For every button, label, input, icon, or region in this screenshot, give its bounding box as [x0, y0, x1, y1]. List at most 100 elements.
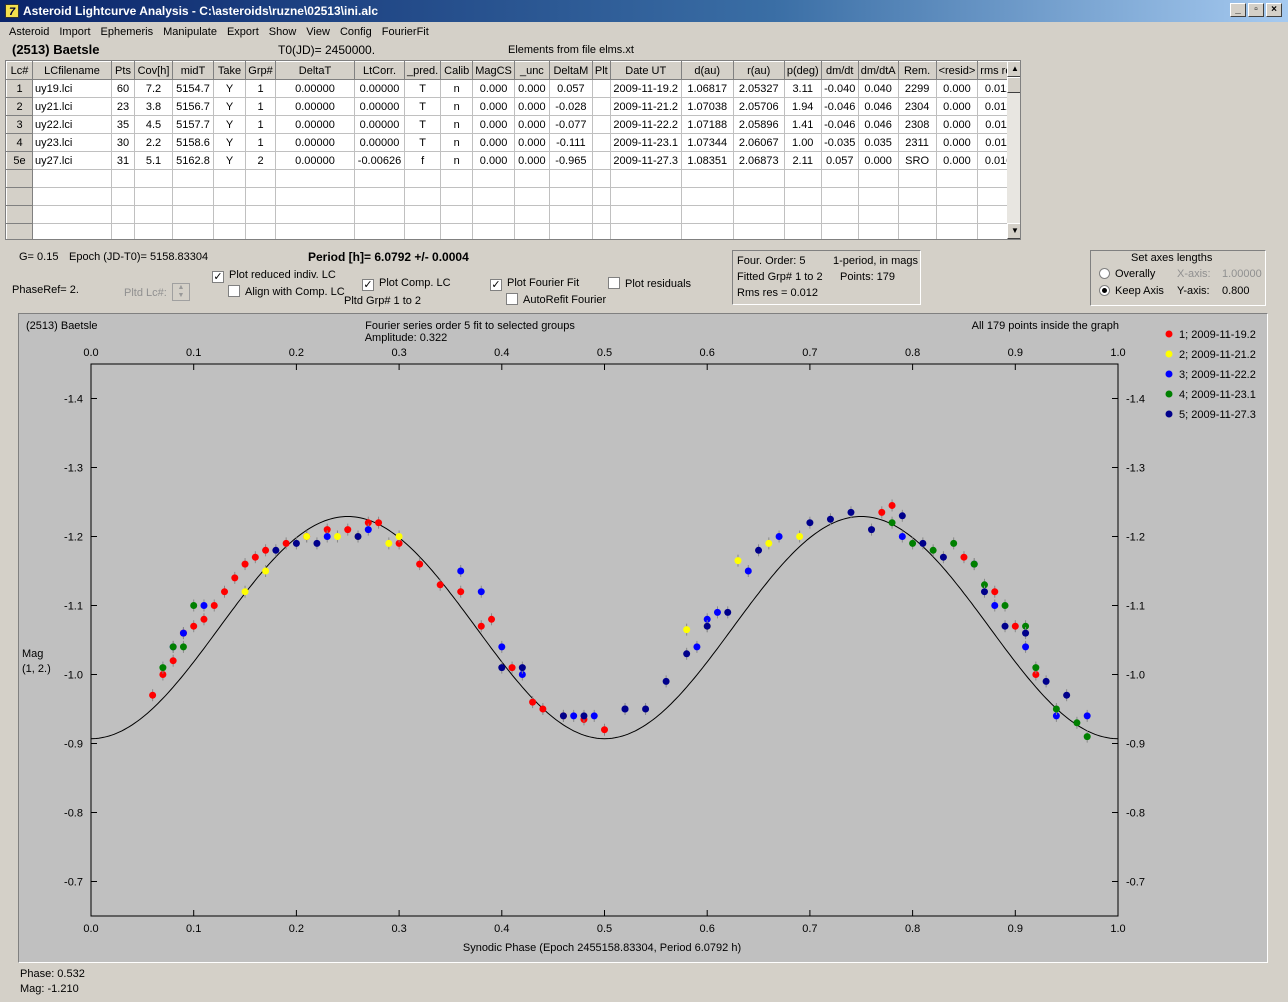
scroll-thumb[interactable]	[1007, 77, 1020, 93]
table-cell[interactable]	[275, 169, 355, 188]
table-cell[interactable]: 0.000	[935, 133, 979, 152]
table-cell[interactable]: 0.000	[513, 115, 550, 134]
lightcurve-chart[interactable]: (2513) Baetsle Fourier series order 5 fi…	[19, 314, 1267, 962]
table-cell[interactable]: 0.000	[513, 133, 550, 152]
table-row[interactable]	[6, 205, 1020, 224]
table-cell[interactable]: uy23.lci	[32, 133, 112, 152]
menu-view[interactable]: View	[306, 25, 330, 38]
row-header[interactable]: 1	[6, 79, 33, 98]
menu-fourierfit[interactable]: FourierFit	[381, 25, 429, 38]
table-cell[interactable]	[111, 223, 135, 239]
table-cell[interactable]	[472, 205, 515, 224]
table-cell[interactable]	[32, 169, 112, 188]
table-cell[interactable]	[32, 205, 112, 224]
plot-residuals-checkbox[interactable]: Plot residuals	[608, 277, 691, 290]
plot-reduced-checkbox[interactable]: ✓ Plot reduced indiv. LC	[212, 269, 336, 283]
overally-radio[interactable]: Overally	[1099, 268, 1155, 280]
autorefit-checkbox[interactable]: AutoRefit Fourier	[506, 293, 606, 306]
checkbox-icon[interactable]	[506, 293, 518, 305]
column-header[interactable]: Pts	[111, 61, 135, 80]
table-row[interactable]	[6, 187, 1020, 206]
table-cell[interactable]	[111, 187, 135, 206]
table-cell[interactable]	[213, 205, 246, 224]
table-cell[interactable]	[820, 223, 859, 239]
row-header[interactable]: 2	[6, 97, 33, 116]
table-cell[interactable]: T	[403, 115, 442, 134]
table-cell[interactable]	[609, 205, 682, 224]
table-cell[interactable]	[354, 169, 405, 188]
table-cell[interactable]	[609, 169, 682, 188]
table-cell[interactable]: 0.040	[857, 79, 899, 98]
table-cell[interactable]: 0.000	[472, 133, 515, 152]
table-cell[interactable]	[275, 205, 355, 224]
table-cell[interactable]: 3.11	[783, 79, 822, 98]
table-cell[interactable]	[440, 205, 474, 224]
table-cell[interactable]	[680, 205, 734, 224]
table-cell[interactable]	[440, 169, 474, 188]
table-cell[interactable]: 1.07188	[680, 115, 734, 134]
table-cell[interactable]: -0.111	[548, 133, 593, 152]
table-cell[interactable]: 1.41	[783, 115, 822, 134]
table-cell[interactable]: 0.00000	[275, 97, 355, 116]
table-cell[interactable]: 0.00000	[354, 133, 405, 152]
table-cell[interactable]: 1	[245, 115, 276, 134]
table-cell[interactable]: 0.057	[820, 151, 859, 170]
table-cell[interactable]	[857, 169, 899, 188]
table-cell[interactable]: uy22.lci	[32, 115, 112, 134]
table-cell[interactable]: uy21.lci	[32, 97, 112, 116]
pltd-lc-spinner[interactable]: ▲ ▼	[172, 283, 190, 301]
table-cell[interactable]	[213, 223, 246, 239]
table-cell[interactable]	[472, 223, 515, 239]
table-cell[interactable]	[354, 223, 405, 239]
row-header[interactable]	[6, 205, 33, 224]
table-cell[interactable]	[403, 169, 442, 188]
table-cell[interactable]	[245, 169, 276, 188]
table-cell[interactable]	[32, 223, 112, 239]
column-header[interactable]: p(deg)	[783, 61, 822, 80]
table-cell[interactable]	[513, 187, 550, 206]
column-header[interactable]: d(au)	[680, 61, 734, 80]
table-cell[interactable]	[403, 205, 442, 224]
column-header[interactable]: r(au)	[732, 61, 785, 80]
table-cell[interactable]	[513, 169, 550, 188]
table-cell[interactable]	[591, 187, 611, 206]
table-cell[interactable]	[591, 133, 611, 152]
column-header[interactable]: DeltaM	[548, 61, 593, 80]
table-cell[interactable]	[403, 187, 442, 206]
table-cell[interactable]: Y	[213, 115, 246, 134]
column-header[interactable]: Calib	[440, 61, 474, 80]
table-cell[interactable]	[897, 223, 937, 239]
column-header[interactable]: LCfilename	[32, 61, 112, 80]
table-cell[interactable]	[591, 115, 611, 134]
table-cell[interactable]: 0.000	[513, 97, 550, 116]
table-cell[interactable]: 0.046	[857, 115, 899, 134]
table-cell[interactable]: 0.000	[935, 97, 979, 116]
table-cell[interactable]: f	[403, 151, 442, 170]
table-cell[interactable]: 2.06873	[732, 151, 785, 170]
table-row[interactable]	[6, 169, 1020, 188]
table-cell[interactable]	[172, 205, 214, 224]
table-cell[interactable]	[609, 223, 682, 239]
table-cell[interactable]: 0.00000	[275, 151, 355, 170]
table-cell[interactable]: 0.000	[857, 151, 899, 170]
table-cell[interactable]: 0.000	[935, 79, 979, 98]
table-cell[interactable]: 35	[111, 115, 135, 134]
table-cell[interactable]: 2304	[897, 97, 937, 116]
table-cell[interactable]	[245, 187, 276, 206]
table-cell[interactable]: n	[440, 97, 474, 116]
table-cell[interactable]: 0.000	[472, 97, 515, 116]
table-cell[interactable]	[548, 169, 593, 188]
table-cell[interactable]: 0.00000	[275, 133, 355, 152]
table-cell[interactable]	[857, 187, 899, 206]
table-cell[interactable]: n	[440, 115, 474, 134]
table-cell[interactable]: 3.8	[134, 97, 173, 116]
table-cell[interactable]	[548, 223, 593, 239]
asteroid-app-icon[interactable]: 7	[5, 4, 19, 18]
table-cell[interactable]	[172, 169, 214, 188]
table-cell[interactable]: 2.2	[134, 133, 173, 152]
table-row[interactable]: 5e uy27.lci 31 5.1 5162.8 Y 2 0.00000 -0.00626 f n…	[6, 151, 1020, 170]
table-cell[interactable]: 0.000	[935, 115, 979, 134]
table-cell[interactable]: 23	[111, 97, 135, 116]
table-cell[interactable]	[172, 187, 214, 206]
